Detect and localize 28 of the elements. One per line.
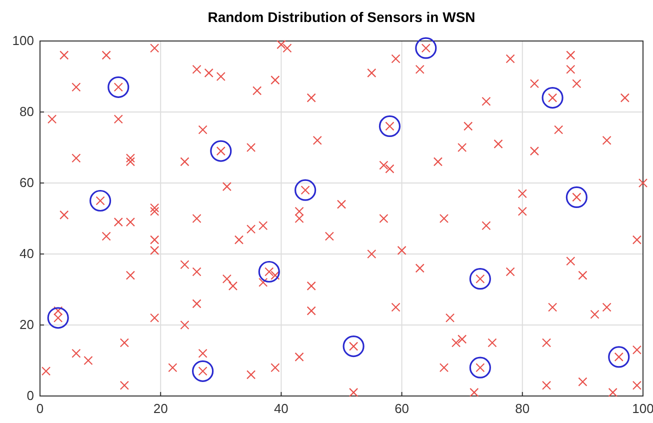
point — [210, 140, 232, 162]
point — [566, 186, 588, 208]
x-tick-label: 100 — [632, 401, 653, 416]
y-tick-label: 0 — [26, 388, 34, 403]
point — [608, 346, 630, 368]
y-tick-label: 20 — [20, 317, 34, 332]
y-tick-label: 40 — [20, 246, 34, 261]
point — [469, 356, 491, 378]
point — [47, 307, 69, 329]
point — [415, 37, 437, 59]
y-tick-label: 100 — [12, 33, 34, 48]
point — [342, 336, 364, 358]
chart-title: Random Distribution of Sensors in WSN — [208, 9, 476, 25]
point — [90, 190, 112, 212]
x-tick-label: 80 — [515, 401, 530, 416]
x-tick-label: 0 — [36, 401, 44, 416]
y-tick-label: 60 — [20, 175, 34, 190]
point — [542, 87, 564, 109]
point — [469, 268, 491, 290]
point — [258, 260, 280, 283]
x-tick-label: 40 — [274, 401, 288, 416]
point — [294, 179, 316, 201]
point — [192, 360, 214, 382]
x-tick-label: 60 — [394, 401, 410, 416]
point — [108, 76, 130, 98]
point — [378, 115, 401, 137]
y-tick-label: 80 — [20, 104, 34, 119]
x-tick-label: 20 — [153, 401, 168, 416]
